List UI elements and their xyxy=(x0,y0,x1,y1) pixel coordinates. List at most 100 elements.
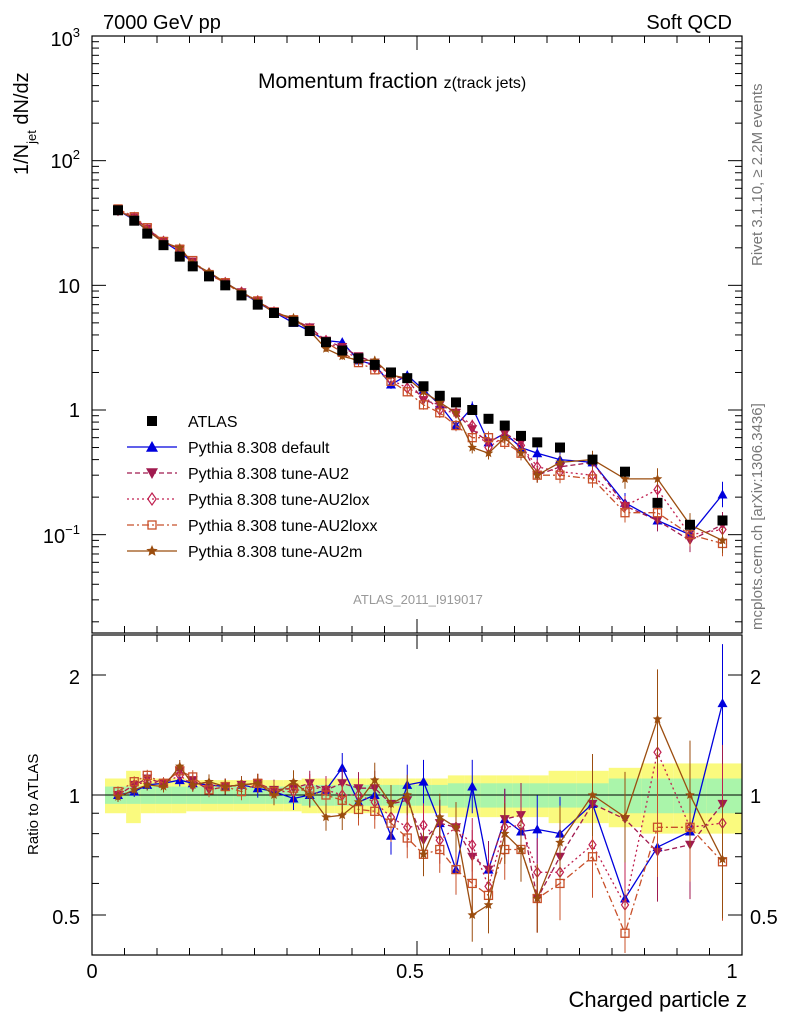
ratio-point xyxy=(419,819,428,832)
ratio-point xyxy=(587,790,598,799)
data-point xyxy=(499,420,510,431)
ratio-point xyxy=(236,779,247,789)
data-point xyxy=(652,473,663,483)
ratio-point xyxy=(402,833,412,843)
data-point xyxy=(434,390,445,401)
ratio-point xyxy=(451,864,461,875)
ratio-point xyxy=(435,812,445,822)
legend-marker xyxy=(147,416,157,426)
data-point xyxy=(304,326,315,337)
data-point xyxy=(532,437,543,448)
ratio-point xyxy=(483,899,494,909)
x-tick-label-1: 1 xyxy=(726,961,737,983)
data-point xyxy=(483,413,494,424)
ratio-point xyxy=(555,878,565,889)
data-point xyxy=(516,430,526,441)
data-point xyxy=(337,351,347,361)
legend-label: ATLAS xyxy=(188,414,238,431)
ratio-point xyxy=(353,797,364,807)
ratio-point xyxy=(717,698,728,708)
legend-entry: Pythia 8.308 tune-AU2m xyxy=(127,544,362,561)
data-point xyxy=(620,508,630,518)
data-point xyxy=(402,373,413,384)
data-point xyxy=(129,215,140,226)
ratio-line xyxy=(117,770,723,936)
ratio-point xyxy=(175,761,185,771)
data-point xyxy=(652,508,663,518)
data-point xyxy=(369,359,380,370)
ratio-point xyxy=(269,790,279,799)
ratio-y-tick-label-2-left: 2 xyxy=(69,667,80,689)
data-point xyxy=(620,473,630,483)
legend-marker xyxy=(147,491,157,507)
ratio-point xyxy=(129,784,139,794)
data-point xyxy=(685,519,695,530)
ratio-y-tick-label-05-right: 0.5 xyxy=(750,907,778,929)
y-tick-label-1000: 103 xyxy=(51,25,80,51)
data-point xyxy=(418,386,429,396)
y-tick-label-100: 102 xyxy=(51,147,80,173)
main-frame xyxy=(91,35,743,634)
ratio-point xyxy=(685,790,695,799)
ratio-point xyxy=(516,844,526,854)
data-point xyxy=(269,307,279,318)
legend-marker xyxy=(147,520,157,530)
data-point xyxy=(483,433,494,443)
data-point xyxy=(435,408,445,418)
data-point xyxy=(451,420,461,431)
ratio-point xyxy=(532,893,542,903)
ratio-panel: Ratio to ATLAS Charged particle z 2 1 0.… xyxy=(25,634,778,1012)
ratio-point xyxy=(467,910,477,919)
ratio-point xyxy=(113,791,123,801)
legend: ATLAS Pythia 8.308 default Pythia 8.308 tu… xyxy=(127,414,377,561)
legend-label: Pythia 8.308 tune-AU2 xyxy=(188,466,349,483)
ratio-point xyxy=(500,828,510,838)
legend-entry: Pythia 8.308 tune-AU2loxx xyxy=(127,518,377,535)
mcplots-label: mcplots.cern.ch [arXiv:1306.3436] xyxy=(749,403,766,630)
data-point xyxy=(555,457,565,467)
ratio-point xyxy=(370,806,380,816)
legend-marker xyxy=(146,545,158,556)
data-point xyxy=(187,261,198,272)
ratio-point xyxy=(435,844,445,855)
legend-entry: ATLAS xyxy=(147,414,238,431)
ratio-point xyxy=(321,812,331,822)
ratio-y-tick-label-1-left: 1 xyxy=(69,786,80,808)
data-point xyxy=(620,466,630,477)
rivet-label: Rivet 3.1.10, ≥ 2.2M events xyxy=(749,84,766,267)
data-point xyxy=(418,381,429,392)
data-point xyxy=(451,397,461,408)
ratio-point xyxy=(337,810,347,820)
ratio-point xyxy=(652,822,663,832)
x-tick-label-0: 0 xyxy=(86,961,97,983)
ratio-point xyxy=(386,798,396,808)
y-tick-label-minus1: 10−1 xyxy=(43,522,80,548)
data-point xyxy=(418,400,429,410)
data-point xyxy=(435,397,445,407)
data-point xyxy=(204,271,214,282)
ratio-point xyxy=(451,822,461,832)
series-atlas xyxy=(113,205,728,530)
ratio-point xyxy=(467,781,478,791)
ratio-point xyxy=(158,781,169,791)
data-point xyxy=(532,470,542,480)
ratio-point xyxy=(305,790,315,799)
series-line xyxy=(117,209,723,541)
ratio-point xyxy=(532,824,543,834)
data-point xyxy=(236,290,247,301)
data-point xyxy=(555,442,565,453)
main-title: Momentum fraction z(track jets) xyxy=(258,70,526,93)
ratio-point xyxy=(652,714,663,724)
data-point xyxy=(468,419,477,432)
header-left: 7000 GeV pp xyxy=(103,12,221,34)
ratio-point xyxy=(175,769,184,782)
series-line xyxy=(117,209,723,536)
ratio-frame xyxy=(91,634,743,956)
data-point xyxy=(652,497,663,508)
data-point xyxy=(587,454,598,465)
ratio-point xyxy=(142,779,152,789)
data-point xyxy=(717,515,728,526)
ratio-line xyxy=(117,769,724,901)
ratio-point xyxy=(717,854,728,864)
